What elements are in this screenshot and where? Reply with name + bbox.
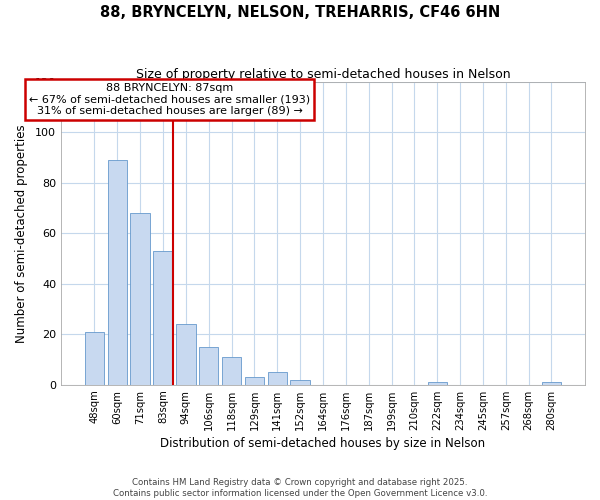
Bar bbox=[290, 380, 310, 385]
Bar bbox=[176, 324, 196, 385]
Bar bbox=[199, 347, 218, 385]
Text: Contains HM Land Registry data © Crown copyright and database right 2025.
Contai: Contains HM Land Registry data © Crown c… bbox=[113, 478, 487, 498]
X-axis label: Distribution of semi-detached houses by size in Nelson: Distribution of semi-detached houses by … bbox=[160, 437, 485, 450]
Bar bbox=[107, 160, 127, 385]
Bar bbox=[542, 382, 561, 385]
Bar bbox=[268, 372, 287, 385]
Bar bbox=[154, 251, 173, 385]
Bar bbox=[130, 213, 150, 385]
Bar bbox=[85, 332, 104, 385]
Text: 88, BRYNCELYN, NELSON, TREHARRIS, CF46 6HN: 88, BRYNCELYN, NELSON, TREHARRIS, CF46 6… bbox=[100, 5, 500, 20]
Bar bbox=[428, 382, 447, 385]
Bar bbox=[245, 377, 264, 385]
Title: Size of property relative to semi-detached houses in Nelson: Size of property relative to semi-detach… bbox=[136, 68, 510, 80]
Bar bbox=[222, 357, 241, 385]
Y-axis label: Number of semi-detached properties: Number of semi-detached properties bbox=[15, 124, 28, 342]
Text: 88 BRYNCELYN: 87sqm  
← 67% of semi-detached houses are smaller (193)
  31% of s: 88 BRYNCELYN: 87sqm ← 67% of semi-detach… bbox=[29, 83, 310, 116]
